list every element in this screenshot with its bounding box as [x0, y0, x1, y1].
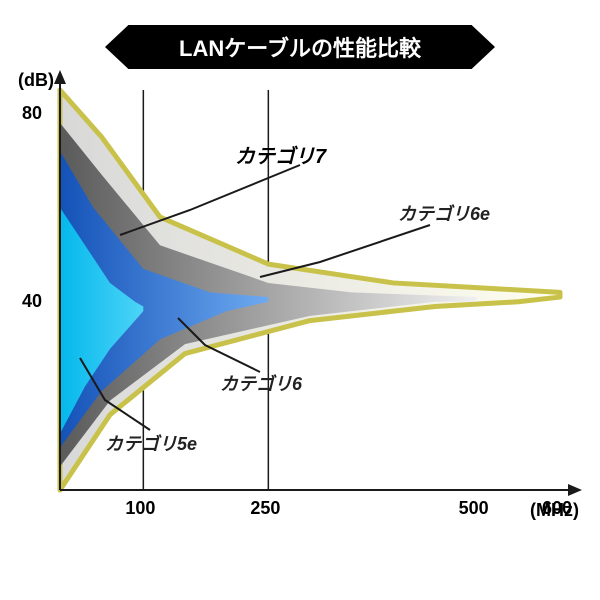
series-label: カテゴリ5e: [105, 430, 197, 456]
x-tick-label: 600: [542, 498, 572, 519]
series-label: カテゴリ7: [235, 140, 326, 169]
x-tick-label: 250: [250, 498, 280, 519]
x-tick-label: 500: [459, 498, 489, 519]
series-label: カテゴリ6e: [398, 200, 490, 226]
performance-chart: [0, 0, 600, 600]
axis: [54, 70, 66, 84]
y-axis-label: (dB): [18, 70, 54, 91]
series-label: カテゴリ6: [220, 370, 302, 396]
axis: [568, 484, 582, 496]
y-tick-label: 40: [22, 291, 42, 312]
x-tick-label: 100: [125, 498, 155, 519]
y-tick-label: 80: [22, 103, 42, 124]
